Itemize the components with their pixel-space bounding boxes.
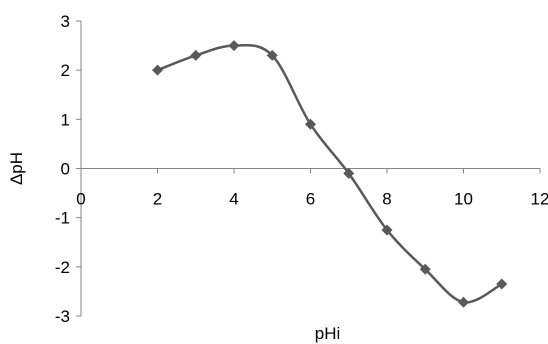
- data-point: [496, 278, 508, 290]
- y-tick-label: -3: [55, 307, 70, 326]
- x-axis-title: pHi: [315, 324, 341, 343]
- data-point: [190, 49, 202, 61]
- x-tick-label: 10: [454, 190, 473, 209]
- x-tick-label: 6: [306, 190, 315, 209]
- y-tick-label: -2: [55, 258, 70, 277]
- y-axis-title: ΔpH: [7, 152, 26, 185]
- series-line: [157, 43, 503, 304]
- x-tick-label: 2: [153, 190, 162, 209]
- data-point: [266, 49, 278, 61]
- data-point: [419, 263, 431, 275]
- y-tick-label: -1: [55, 209, 70, 228]
- data-point: [381, 224, 393, 236]
- y-tick-label: 3: [61, 12, 70, 31]
- y-tick-label: 0: [61, 160, 70, 179]
- series-markers: [152, 40, 508, 308]
- data-point: [305, 118, 316, 130]
- x-tick-label: 12: [531, 190, 548, 209]
- x-tick-label: 8: [382, 190, 391, 209]
- x-tick-label: 4: [229, 190, 238, 209]
- y-tick-label: 2: [61, 61, 70, 80]
- x-tick-label: 0: [76, 190, 85, 209]
- data-point: [152, 64, 163, 76]
- data-point: [343, 167, 355, 179]
- axes: [76, 20, 541, 317]
- data-point: [228, 40, 240, 52]
- data-point: [458, 296, 469, 308]
- y-tick-label: 1: [61, 110, 70, 129]
